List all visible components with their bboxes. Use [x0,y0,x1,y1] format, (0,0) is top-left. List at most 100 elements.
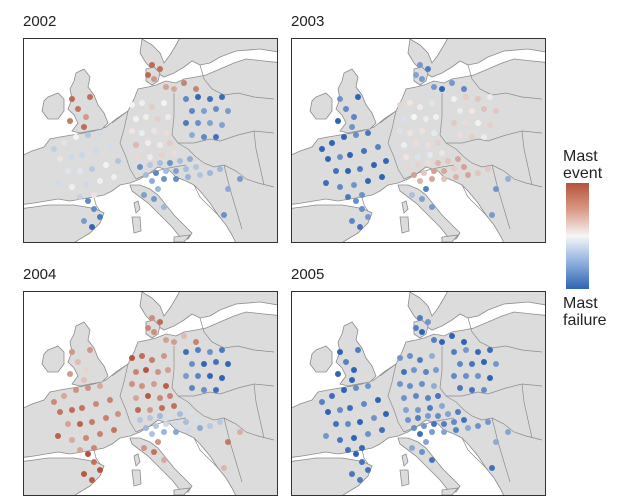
site-point [207,96,213,102]
site-point [163,168,169,174]
site-point [445,411,451,417]
site-point [137,164,143,170]
site-point [143,425,149,431]
country-border [487,383,543,395]
site-point [201,108,207,114]
site-point [457,132,463,138]
site-point [365,467,371,473]
site-point [73,387,79,393]
site-point [421,423,427,429]
site-point [407,100,413,106]
site-point [461,164,467,170]
site-point [57,409,63,415]
site-point [429,457,435,463]
site-point [151,128,157,134]
site-point [155,439,161,445]
site-point [79,405,85,411]
site-point [115,411,121,417]
site-point [401,369,407,375]
site-point [415,162,421,168]
site-point [69,154,75,160]
site-point [75,359,81,365]
site-point [357,419,363,425]
country-border [178,138,221,144]
site-point [87,94,93,100]
site-point [329,140,335,146]
country-border [491,417,511,483]
site-point [407,130,413,136]
site-point [431,383,437,389]
land-area [292,58,545,242]
site-point [221,212,227,218]
site-point [455,409,461,415]
site-point [449,333,455,339]
site-point [193,417,199,423]
country-border [379,110,397,124]
site-point [149,431,155,437]
site-point [469,361,475,367]
site-point [195,120,201,126]
site-point [183,349,189,355]
site-point [457,385,463,391]
site-point [403,407,409,413]
site-point [187,156,193,162]
site-point [77,421,83,427]
site-point [161,176,167,182]
site-point [411,367,417,373]
site-point [371,415,377,421]
site-point [159,152,165,158]
site-point [453,174,459,180]
site-point [485,419,491,425]
site-point [383,411,389,417]
site-point [397,355,403,361]
site-point [189,385,195,391]
land-area [173,234,191,242]
site-point [425,395,431,401]
site-point [493,186,499,192]
site-point [423,439,429,445]
site-point [83,114,89,120]
site-point [345,194,351,200]
site-point [411,425,417,431]
site-point [351,367,357,373]
site-point [469,108,475,114]
site-point [355,94,361,100]
site-point [415,154,421,160]
site-point [355,347,361,353]
site-point [407,353,413,359]
site-point [493,108,499,114]
site-point [469,134,475,140]
site-point [441,429,447,435]
site-point [155,116,161,122]
site-point [433,367,439,373]
country-border [487,130,543,142]
site-point [91,206,97,212]
site-point [429,176,435,182]
site-point [429,429,435,435]
site-point [185,174,191,180]
site-point [155,369,161,375]
site-point [81,377,87,383]
site-point [69,184,75,190]
site-point [55,433,61,439]
site-point [149,104,155,110]
site-point [133,116,139,122]
site-point [441,168,447,174]
site-point [425,142,431,148]
site-point [405,417,411,423]
country-border [223,417,243,483]
site-point [439,403,445,409]
site-point [493,439,499,445]
site-point [107,144,113,150]
site-point [421,170,427,176]
site-point [411,114,417,120]
site-point [77,447,83,453]
site-point [145,393,151,399]
country-border [491,417,543,441]
site-point [429,204,435,210]
site-point [145,140,151,146]
site-point [143,367,149,373]
site-point [201,387,207,393]
site-point [475,373,481,379]
site-point [213,106,219,112]
